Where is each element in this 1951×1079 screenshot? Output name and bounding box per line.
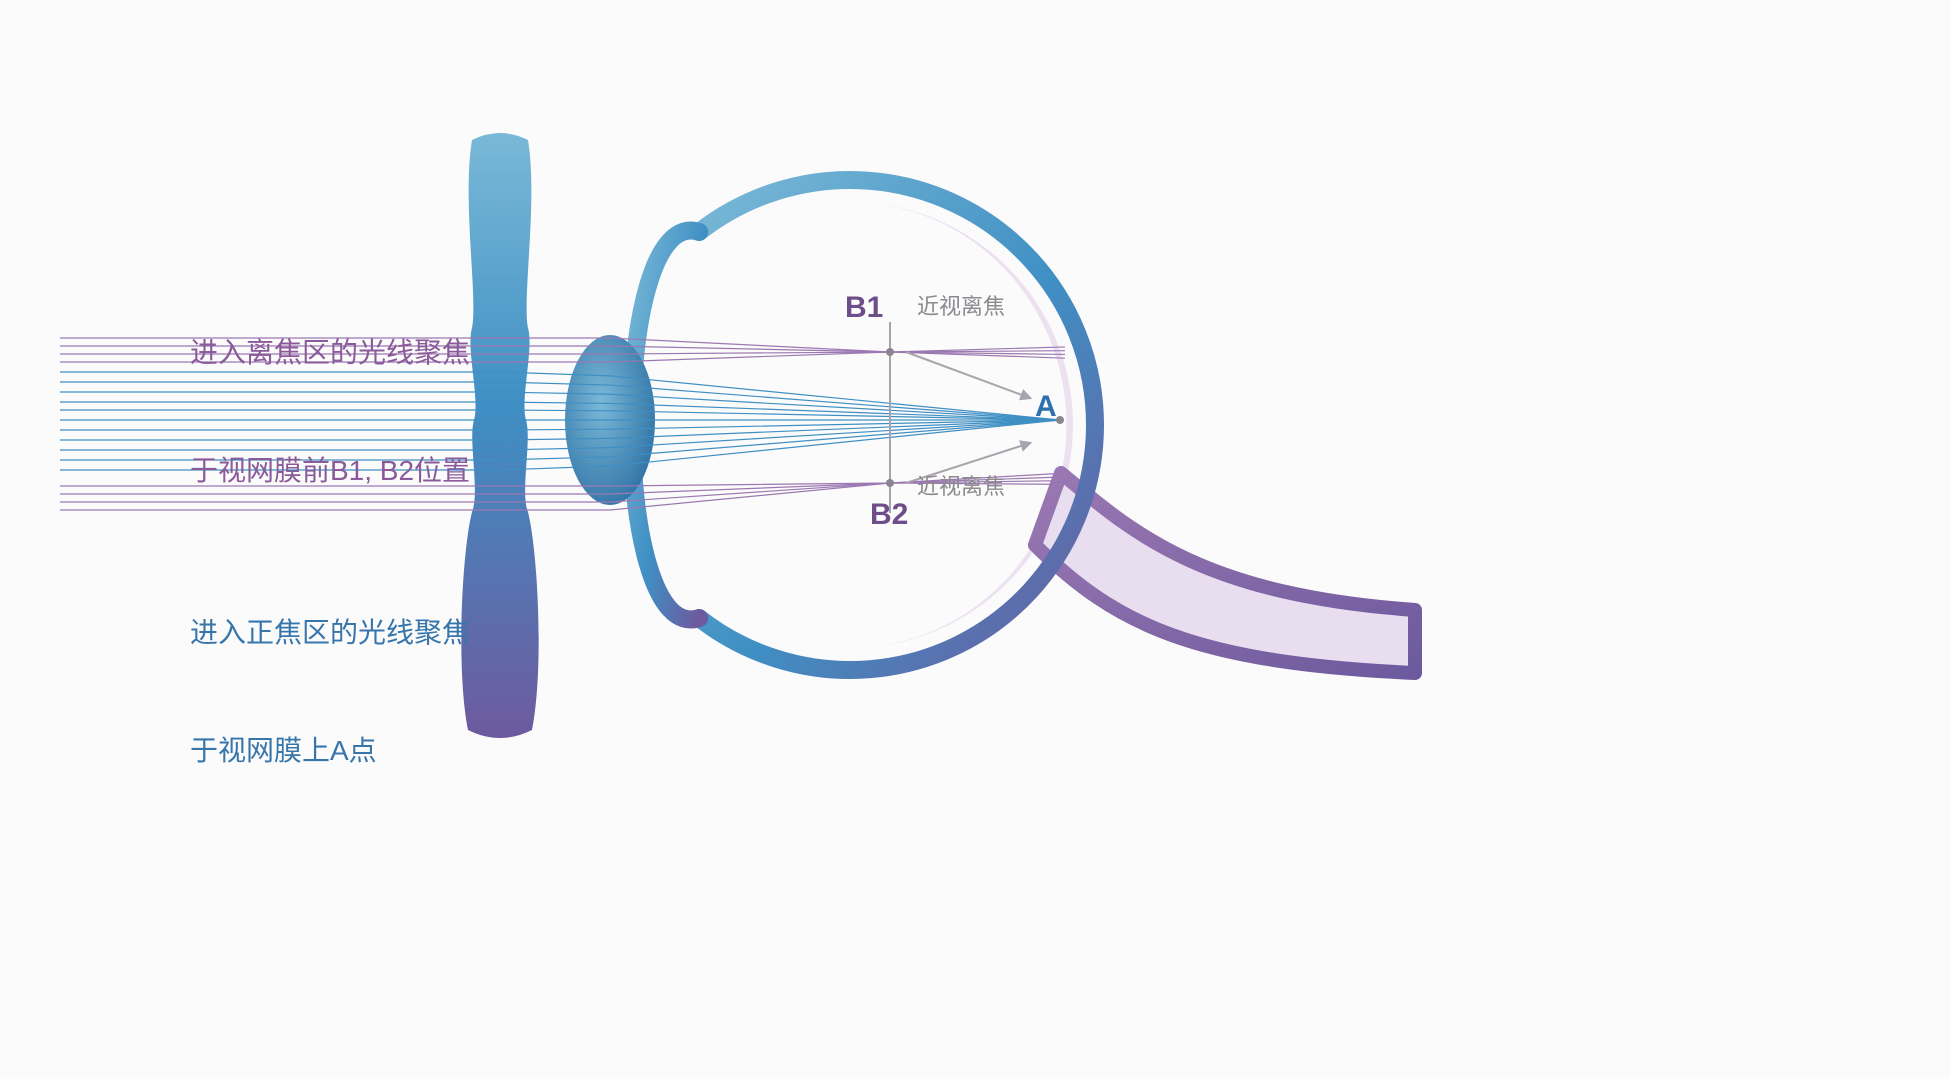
focus-description: 进入正焦区的光线聚焦 于视网膜上A点 [190,535,470,849]
defocus-description-line2: 于视网膜前B1, B2位置 [190,451,470,490]
focus-dot-A [1056,416,1064,424]
focus-dot-B [886,479,894,487]
label-B2: B2 [870,494,908,536]
defocus-description: 进入离焦区的光线聚焦 于视网膜前B1, B2位置 [190,255,470,569]
label-B1: B1 [845,287,883,329]
focus-dot-B [886,348,894,356]
contact-lens [461,133,538,738]
label-defocus-top: 近视离焦 [917,292,1005,323]
focus-description-line1: 进入正焦区的光线聚焦 [190,613,470,652]
defocus-description-line1: 进入离焦区的光线聚焦 [190,333,470,372]
focus-description-line2: 于视网膜上A点 [190,731,470,770]
label-defocus-bottom: 近视离焦 [917,472,1005,503]
label-A: A [1035,386,1057,428]
contact-lens-shape [461,133,538,738]
diagram-stage: 进入离焦区的光线聚焦 于视网膜前B1, B2位置 进入正焦区的光线聚焦 于视网膜… [0,0,1951,1079]
